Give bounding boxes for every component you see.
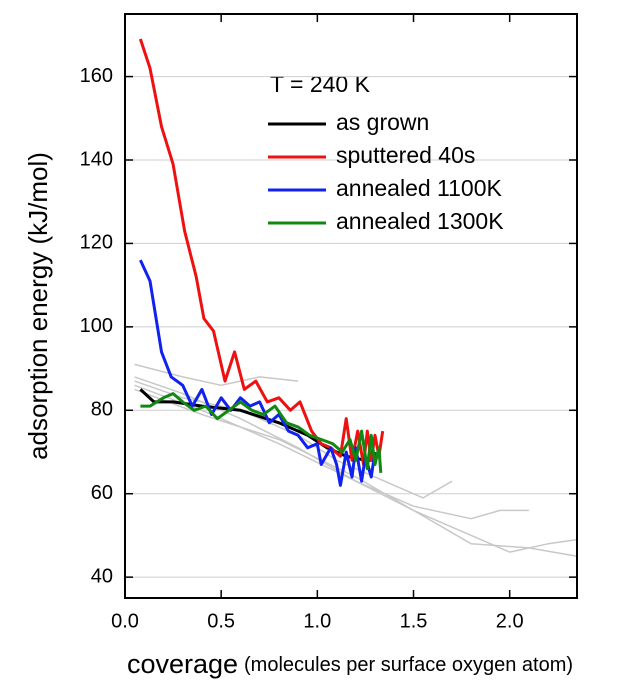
y-tick-label: 140: [80, 148, 113, 170]
x-axis-label-note: (molecules per surface oxygen atom): [244, 654, 573, 676]
x-tick-label: 1.5: [400, 610, 428, 632]
legend-label: sputtered 40s: [336, 142, 475, 168]
y-tick-label: 120: [80, 232, 113, 254]
x-axis-label: coverage (molecules per surface oxygen at…: [127, 649, 573, 679]
y-tick-label: 100: [80, 315, 113, 337]
plot-frame: [124, 13, 578, 599]
x-tick-label: 0.5: [207, 610, 235, 632]
background-line: [134, 388, 578, 558]
x-axis-label-main: coverage: [127, 649, 238, 679]
data-line: [139, 259, 377, 487]
legend-title: T = 240 K: [270, 71, 371, 97]
data-line: [140, 392, 383, 474]
y-tick-label: 40: [91, 565, 113, 587]
y-axis-label: adsorption energy (kJ/mol): [23, 152, 53, 460]
x-tick-label: 0.0: [111, 610, 139, 632]
legend-label: annealed 1100K: [336, 175, 502, 201]
x-tick-label: 1.0: [303, 610, 331, 632]
x-tick-label: 2.0: [496, 610, 524, 632]
y-tick-label: 160: [80, 65, 113, 87]
y-tick-label: 80: [91, 399, 113, 421]
legend-label: annealed 1300K: [336, 208, 504, 234]
background-line: [134, 363, 299, 387]
legend-label: as grown: [336, 109, 429, 135]
y-tick-label: 60: [91, 482, 113, 504]
background-line: [134, 380, 453, 499]
